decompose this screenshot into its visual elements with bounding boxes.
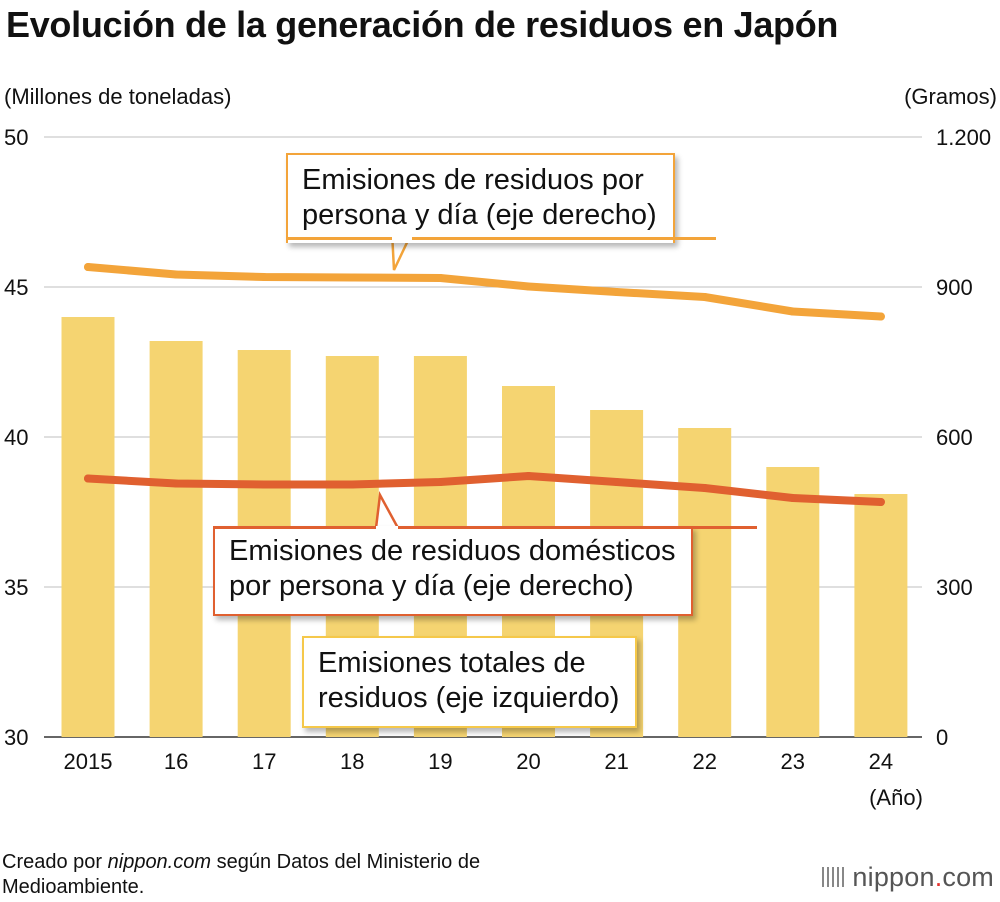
chart-title: Evolución de la generación de residuos e… bbox=[6, 4, 839, 45]
point-per-capita-17[interactable] bbox=[260, 273, 269, 281]
y-tick-right: 0 bbox=[936, 725, 948, 750]
nippon-logo: nippon.com bbox=[822, 862, 994, 893]
point-household-17[interactable] bbox=[260, 480, 269, 489]
point-per-capita-20[interactable] bbox=[524, 282, 533, 291]
nippon-logo-icon bbox=[822, 867, 845, 887]
lines bbox=[84, 263, 885, 506]
point-per-capita-22[interactable] bbox=[700, 293, 709, 301]
bar-2015[interactable] bbox=[61, 317, 115, 737]
bar-24[interactable] bbox=[854, 494, 908, 737]
y-tick-right: 600 bbox=[936, 425, 973, 450]
x-tick-20: 20 bbox=[516, 749, 540, 774]
point-household-22[interactable] bbox=[700, 484, 709, 492]
point-per-capita-18[interactable] bbox=[348, 273, 357, 282]
y-axis-right-label: (Gramos) bbox=[904, 84, 997, 109]
x-tick-24: 24 bbox=[869, 749, 893, 774]
callout-pointer-household bbox=[374, 490, 401, 530]
point-per-capita-21[interactable] bbox=[612, 288, 621, 296]
y-tick-left: 30 bbox=[4, 725, 28, 750]
source-line2: Medioambiente. bbox=[2, 876, 145, 898]
y-tick-right: 900 bbox=[936, 275, 973, 300]
x-tick-16: 16 bbox=[164, 749, 188, 774]
y-axis-right: 0 300 600 900 1.200 bbox=[936, 125, 991, 750]
x-tick-23: 23 bbox=[781, 749, 805, 774]
callout-total-line1: Emisiones totales de bbox=[318, 647, 586, 679]
point-household-16[interactable] bbox=[172, 479, 181, 488]
point-per-capita-2015[interactable] bbox=[84, 263, 92, 271]
line-per-capita[interactable] bbox=[84, 263, 885, 321]
point-household-21[interactable] bbox=[612, 478, 621, 486]
callout-total: Emisiones totales de residuos (eje izqui… bbox=[302, 636, 638, 728]
y-axis-left-label: (Millones de toneladas) bbox=[4, 84, 231, 109]
point-household-2015[interactable] bbox=[84, 474, 92, 483]
callout-household: Emisiones de residuos domésticos por per… bbox=[213, 526, 694, 616]
source-suffix: según Datos del Ministerio de bbox=[211, 851, 481, 873]
point-household-20[interactable] bbox=[524, 472, 533, 480]
y-tick-left: 50 bbox=[4, 125, 28, 150]
x-tick-19: 19 bbox=[428, 749, 452, 774]
bar-23[interactable] bbox=[766, 467, 820, 737]
logo-text: nippon bbox=[852, 862, 935, 892]
line-household[interactable] bbox=[84, 472, 885, 506]
callout-per-capita-line2: persona y día (eje derecho) bbox=[302, 199, 657, 231]
y-tick-left: 35 bbox=[4, 575, 28, 600]
y-axis-left: 30 35 40 45 50 bbox=[4, 125, 28, 750]
x-axis-label: (Año) bbox=[869, 785, 923, 810]
callout-household-line1: Emisiones de residuos domésticos bbox=[229, 535, 676, 567]
logo-tld: com bbox=[942, 862, 994, 892]
point-per-capita-19[interactable] bbox=[436, 274, 445, 282]
point-per-capita-23[interactable] bbox=[788, 307, 797, 316]
callout-household-line2: por persona y día (eje derecho) bbox=[229, 570, 634, 602]
x-tick-2015: 2015 bbox=[64, 749, 113, 774]
callout-per-capita-line1: Emisiones de residuos por bbox=[302, 164, 644, 196]
source-site[interactable]: nippon.com bbox=[107, 851, 212, 873]
logo-dot: . bbox=[934, 862, 943, 892]
x-tick-17: 17 bbox=[252, 749, 276, 774]
x-tick-21: 21 bbox=[604, 749, 628, 774]
y-tick-left: 45 bbox=[4, 275, 28, 300]
x-axis: 2015 16 17 18 19 20 21 22 23 24 bbox=[64, 749, 894, 774]
callout-per-capita: Emisiones de residuos por persona y día … bbox=[286, 153, 675, 243]
point-per-capita-24[interactable] bbox=[876, 312, 885, 321]
x-tick-22: 22 bbox=[692, 749, 716, 774]
y-tick-left: 40 bbox=[4, 425, 28, 450]
point-household-23[interactable] bbox=[788, 494, 797, 502]
y-tick-right: 300 bbox=[936, 575, 973, 600]
x-tick-18: 18 bbox=[340, 749, 364, 774]
callout-total-line2: residuos (eje izquierdo) bbox=[318, 682, 620, 714]
point-household-18[interactable] bbox=[348, 480, 357, 489]
bar-16[interactable] bbox=[149, 341, 203, 737]
source-note: Creado por nippon.com según Datos del Mi… bbox=[2, 850, 480, 900]
point-per-capita-16[interactable] bbox=[172, 270, 181, 279]
point-household-24[interactable] bbox=[876, 498, 885, 506]
point-household-19[interactable] bbox=[436, 478, 445, 486]
source-prefix: Creado por bbox=[2, 851, 108, 873]
y-tick-right: 1.200 bbox=[936, 125, 991, 150]
